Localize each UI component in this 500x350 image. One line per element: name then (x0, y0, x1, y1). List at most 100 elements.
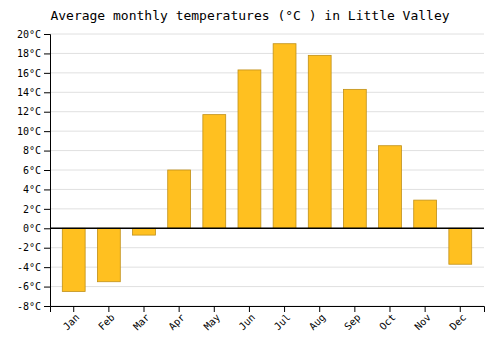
y-tick-mark (44, 189, 50, 190)
x-tick-label: Apr (166, 312, 187, 333)
grid-line (50, 53, 484, 54)
x-tick: Jun (237, 306, 258, 332)
y-tick: 16°C (17, 68, 50, 79)
y-tick: -6°C (17, 281, 50, 292)
x-tick: Aug (307, 306, 328, 332)
y-tick-label: 8°C (23, 145, 41, 156)
y-tick: -2°C (17, 242, 50, 253)
y-tick-mark (44, 53, 50, 54)
x-tick-mark (284, 306, 285, 312)
x-tick: May (202, 306, 223, 332)
x-tick-mark (214, 306, 215, 312)
y-tick: 4°C (23, 184, 50, 195)
x-tick-label: Oct (377, 312, 398, 333)
x-tick-label: Nov (412, 312, 433, 333)
x-tick-mark (73, 306, 74, 312)
y-tick-mark (44, 248, 50, 249)
x-tick-mark (319, 306, 320, 312)
grid-line (50, 228, 484, 229)
x-tick: Oct (377, 306, 398, 332)
x-tick-mark (179, 306, 180, 312)
x-tick-label: Jul (272, 312, 293, 333)
y-tick-label: 14°C (17, 87, 41, 98)
x-tick: Dec (448, 306, 469, 332)
bar (238, 70, 261, 228)
x-tick-label: Jun (237, 312, 258, 333)
x-tick-mark (108, 306, 109, 312)
x-tick: Jul (272, 306, 293, 332)
x-tick-mark (144, 306, 145, 312)
y-tick: 0°C (23, 223, 50, 234)
x-tick: Apr (166, 306, 187, 332)
bar (133, 228, 156, 235)
y-axis: -8°C -6°C -4°C -2°C 0°C 2°C 4°C 6°C 8°C 10°C 12°C 1… (17, 29, 51, 312)
x-tick-mark (249, 306, 250, 312)
y-tick-mark (44, 131, 50, 132)
y-tick-label: 18°C (17, 48, 41, 59)
bar (203, 115, 226, 229)
x-tick-label: May (202, 312, 223, 333)
x-tick-label: Aug (307, 312, 328, 333)
bar (449, 228, 472, 264)
x-tick-label: Dec (448, 312, 469, 333)
y-tick-mark (44, 112, 50, 113)
y-tick: 10°C (17, 126, 50, 137)
grid-line (50, 150, 484, 151)
x-tick: Feb (96, 306, 117, 332)
y-tick-mark (44, 267, 50, 268)
bar (273, 44, 296, 229)
x-tick-mark (460, 306, 461, 312)
y-tick: 12°C (17, 106, 50, 117)
y-tick: -4°C (17, 262, 50, 273)
y-tick-mark (44, 73, 50, 74)
y-tick-label: -4°C (17, 262, 41, 273)
x-tick-label: Sep (342, 312, 363, 333)
y-tick-label: 16°C (17, 68, 41, 79)
y-tick-label: 12°C (17, 106, 41, 117)
y-tick-label: 4°C (23, 184, 41, 195)
y-tick-label: -6°C (17, 281, 41, 292)
y-tick-label: 2°C (23, 204, 41, 215)
bar (379, 146, 402, 229)
y-tick: 14°C (17, 87, 50, 98)
bar (308, 55, 331, 228)
y-tick-mark (44, 151, 50, 152)
zero-line (50, 228, 484, 230)
x-axis-line (51, 307, 485, 313)
x-tick: Sep (342, 306, 363, 332)
y-tick-mark (44, 34, 50, 35)
y-tick-mark (44, 92, 50, 93)
grid (50, 34, 484, 306)
y-tick-mark (44, 170, 50, 171)
y-tick-label: 6°C (23, 165, 41, 176)
y-tick: -8°C (17, 301, 50, 312)
x-axis: Jan Feb Mar Apr May Jun Jul Aug Sep Oct Nov Dec (51, 306, 485, 332)
y-tick: 6°C (23, 165, 50, 176)
bars (62, 44, 471, 292)
x-tick-mark (425, 306, 426, 312)
x-tick: Mar (131, 306, 152, 332)
y-tick-label: -2°C (17, 242, 41, 253)
bar (343, 89, 366, 228)
x-tick-label: Jan (61, 312, 82, 333)
x-tick-mark (354, 306, 355, 312)
bar (168, 170, 191, 228)
y-tick-mark (44, 287, 50, 288)
bar (414, 200, 437, 228)
grid-line (50, 92, 484, 93)
y-tick-mark (44, 209, 50, 210)
y-tick: 2°C (23, 204, 50, 215)
grid-line (50, 34, 484, 35)
y-tick-label: 20°C (17, 29, 41, 40)
bar (97, 228, 120, 281)
y-tick: 20°C (17, 29, 50, 40)
grid-line (50, 189, 484, 190)
x-tick-label: Feb (96, 312, 117, 333)
grid-line (50, 170, 484, 171)
x-tick: Jan (61, 306, 82, 332)
x-tick: Nov (412, 306, 433, 332)
y-tick-label: 0°C (23, 223, 41, 234)
grid-line (50, 72, 484, 73)
x-tick-label: Mar (131, 312, 152, 333)
y-tick-mark (44, 306, 50, 307)
